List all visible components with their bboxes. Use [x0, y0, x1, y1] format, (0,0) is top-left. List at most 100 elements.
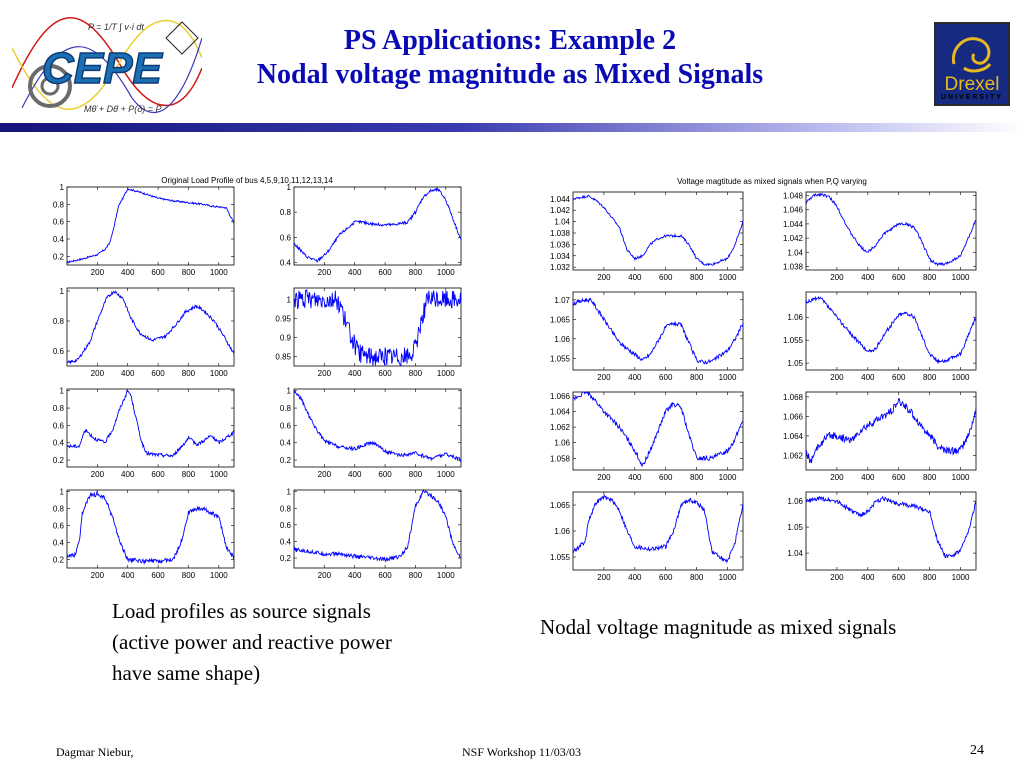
y-tick-label: 1.05 [787, 523, 803, 532]
x-tick-label: 600 [659, 573, 673, 582]
x-tick-label: 400 [348, 571, 362, 580]
series-line [572, 390, 744, 467]
x-tick-label: 600 [892, 473, 906, 482]
y-tick-label: 1.062 [550, 423, 571, 432]
plot-frame [293, 388, 462, 468]
y-tick-label: 0.6 [280, 521, 292, 530]
subplot-0-4: 200 400 600 800 1000 1 0.8 0.6 0.4 0.2 [53, 387, 235, 479]
x-tick-label: 200 [91, 369, 105, 378]
x-tick-label: 1000 [210, 369, 228, 378]
x-tick-label: 800 [690, 573, 704, 582]
x-tick-label: 200 [597, 473, 611, 482]
subplot-1-4: 200 400 600 800 1000 1.066 1.064 1.062 1.06 1.058 [550, 390, 744, 482]
x-tick-label: 1000 [437, 470, 455, 479]
x-tick-label: 400 [861, 573, 875, 582]
logo-sine-blue [21, 37, 203, 114]
y-tick-label: 1.066 [783, 412, 804, 421]
series-line [572, 297, 744, 365]
x-tick-label: 1000 [952, 373, 970, 382]
y-tick-label: 0.4 [53, 439, 65, 448]
y-tick-label: 1.06 [554, 335, 570, 344]
x-tick-label: 800 [409, 369, 423, 378]
y-tick-label: 0.85 [275, 352, 291, 361]
y-tick-label: 1.065 [550, 315, 571, 324]
subplot-1-5: 200 400 600 800 1000 1.068 1.066 1.064 1.062 [783, 391, 977, 482]
y-tick-label: 1.058 [550, 454, 571, 463]
plot-frame [293, 489, 462, 569]
y-tick-label: 0.6 [53, 421, 65, 430]
x-tick-label: 1000 [719, 273, 737, 282]
logo-formula-top: P = 1/T ∫ v·i dt [88, 22, 144, 32]
x-tick-label: 400 [628, 373, 642, 382]
x-tick-label: 800 [923, 473, 937, 482]
x-tick-label: 1000 [437, 571, 455, 580]
series-line [293, 488, 461, 563]
y-tick-label: 0.4 [280, 258, 292, 267]
y-tick-label: 1.042 [550, 206, 571, 215]
x-tick-label: 1000 [210, 571, 228, 580]
y-tick-label: 1.04 [554, 218, 570, 227]
y-tick-label: 1 [60, 287, 65, 296]
chart-title-right: Voltage magtitude as mixed signals when … [677, 177, 867, 186]
y-tick-label: 0.6 [53, 218, 65, 227]
y-tick-label: 1.064 [550, 408, 571, 417]
plot-frame [66, 489, 235, 569]
x-tick-label: 1000 [210, 268, 228, 277]
y-tick-label: 1 [60, 387, 65, 396]
caption-left-line-2: (active power and reactive power [112, 630, 392, 654]
logo-formula-bottom: Mθ̈ + Dθ̇ + P(δ) = P [84, 104, 162, 114]
y-tick-label: 1.055 [783, 336, 804, 345]
x-tick-label: 600 [378, 369, 392, 378]
x-tick-label: 200 [597, 373, 611, 382]
y-tick-label: 1.042 [783, 234, 804, 243]
y-tick-label: 1.062 [783, 451, 804, 460]
series-line [66, 188, 235, 264]
series-line [66, 490, 235, 566]
drexel-logo: Drexel [934, 22, 1010, 106]
x-tick-label: 400 [861, 273, 875, 282]
y-tick-label: 0.2 [53, 252, 65, 261]
y-tick-label: 1.038 [783, 262, 804, 271]
x-tick-label: 800 [409, 571, 423, 580]
x-tick-label: 200 [91, 571, 105, 580]
y-tick-label: 1.05 [787, 359, 803, 368]
x-tick-label: 1000 [210, 470, 228, 479]
plot-frame [572, 291, 744, 371]
y-tick-label: 0.8 [280, 504, 292, 513]
y-tick-label: 0.2 [280, 456, 292, 465]
x-tick-label: 600 [151, 268, 165, 277]
x-tick-label: 800 [182, 369, 196, 378]
header-rule [0, 123, 1024, 132]
subplot-1-2: 200 400 600 800 1000 1.07 1.065 1.06 1.055 [550, 291, 744, 382]
series-line [66, 290, 235, 365]
subplot-0-1: 200 400 600 800 1000 1 0.8 0.6 0.4 [280, 183, 462, 277]
y-tick-label: 1.06 [787, 497, 803, 506]
x-tick-label: 200 [597, 573, 611, 582]
x-tick-label: 200 [830, 373, 844, 382]
caption-left-line-3: have same shape) [112, 661, 261, 685]
title-line-1: PS Applications: Example 2 [343, 25, 677, 56]
x-tick-label: 800 [690, 373, 704, 382]
x-tick-label: 1000 [437, 268, 455, 277]
y-tick-label: 0.6 [53, 522, 65, 531]
y-tick-label: 0.8 [280, 208, 292, 217]
x-tick-label: 600 [659, 473, 673, 482]
y-tick-label: 0.4 [53, 235, 65, 244]
y-tick-label: 0.8 [53, 317, 65, 326]
x-tick-label: 600 [378, 268, 392, 277]
x-tick-label: 200 [91, 268, 105, 277]
x-tick-label: 200 [318, 268, 332, 277]
series-line [293, 186, 462, 263]
plot-frame [805, 291, 977, 371]
y-tick-label: 1.044 [550, 195, 571, 204]
y-tick-label: 1.06 [554, 439, 570, 448]
x-tick-label: 600 [892, 373, 906, 382]
y-tick-label: 1.07 [554, 296, 570, 305]
plot-frame [66, 287, 235, 367]
x-tick-label: 400 [628, 273, 642, 282]
x-tick-label: 800 [690, 273, 704, 282]
series-line [805, 398, 977, 464]
x-tick-label: 800 [923, 373, 937, 382]
title-line-2: Nodal voltage magnitude as Mixed Signals [256, 59, 764, 90]
